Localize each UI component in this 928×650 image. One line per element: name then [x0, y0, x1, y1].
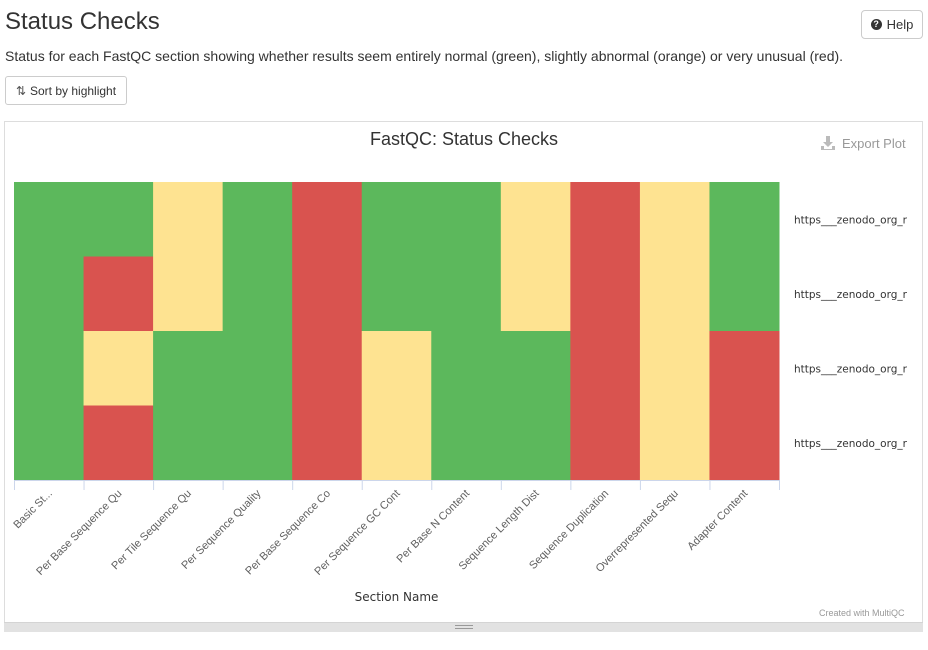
y-tick-label: https___zenodo_org_r	[794, 289, 908, 301]
heatmap-cell[interactable]	[83, 405, 154, 481]
heatmap-cell[interactable]	[83, 182, 154, 257]
heatmap-cell[interactable]	[709, 256, 780, 332]
heatmap-cell[interactable]	[292, 182, 363, 257]
heatmap-cell[interactable]	[83, 256, 154, 332]
chart-title: FastQC: Status Checks	[369, 129, 559, 149]
x-tick-label: Basic St...	[11, 488, 55, 532]
heatmap-cell[interactable]	[639, 331, 710, 406]
x-tick-label: Per Tile Sequence Qu	[109, 488, 194, 573]
x-tick-label: Sequence Duplication	[527, 488, 611, 572]
heatmap-cell[interactable]	[570, 182, 641, 257]
y-tick-label: https___zenodo_org_r	[794, 363, 908, 375]
heatmap-cell[interactable]	[14, 256, 85, 332]
heatmap-cell[interactable]	[292, 331, 363, 406]
heatmap-cell[interactable]	[222, 405, 293, 481]
x-tick-label: Adapter Content	[685, 488, 750, 553]
page-title: Status Checks	[5, 8, 160, 35]
heatmap-cell[interactable]	[14, 331, 85, 406]
heatmap-cell[interactable]	[153, 331, 224, 406]
export-plot-button[interactable]: Export Plot	[820, 135, 906, 151]
heatmap-cell[interactable]	[222, 182, 293, 257]
x-tick-label: Sequence Length Dist	[457, 488, 542, 573]
heatmap-cell[interactable]	[431, 405, 502, 481]
help-button-label: Help	[886, 17, 914, 32]
created-with-credit: Created with MultiQC	[819, 608, 905, 618]
y-tick-label: https___zenodo_org_r	[794, 438, 908, 450]
heatmap-cell[interactable]	[709, 331, 780, 406]
heatmap-cell[interactable]	[153, 182, 224, 257]
heatmap-cell[interactable]	[431, 182, 502, 257]
y-tick-label: https___zenodo_org_r	[794, 214, 908, 226]
download-icon	[821, 136, 835, 150]
heatmap-cell[interactable]	[222, 331, 293, 406]
sort-amount-icon: ⇅	[15, 83, 26, 98]
heatmap-cell[interactable]	[361, 182, 432, 257]
heatmap-cell[interactable]	[709, 405, 780, 481]
heatmap-cell[interactable]	[153, 256, 224, 332]
heatmap-cell[interactable]	[292, 405, 363, 481]
help-button[interactable]: ? Help	[861, 10, 923, 39]
grip-lines-icon	[455, 625, 473, 629]
heatmap-cell[interactable]	[570, 256, 641, 332]
heatmap-cell[interactable]	[431, 256, 502, 332]
heatmap-cell[interactable]	[709, 182, 780, 257]
heatmap-cell[interactable]	[222, 256, 293, 332]
heatmap-cell[interactable]	[361, 331, 432, 406]
heatmap-cell[interactable]	[292, 256, 363, 332]
heatmap-cell[interactable]	[431, 331, 502, 406]
heatmap-cell[interactable]	[153, 405, 224, 481]
section-description: Status for each FastQC section showing w…	[5, 48, 844, 64]
x-axis-title: Section Name	[355, 590, 439, 604]
x-tick-label: Overrepresented Sequ	[594, 488, 681, 575]
heatmap-cell[interactable]	[83, 331, 154, 406]
heatmap-cell[interactable]	[500, 256, 571, 332]
heatmap-cell[interactable]	[570, 405, 641, 481]
sort-by-highlight-button[interactable]: ⇅ Sort by highlight	[5, 76, 127, 105]
plot-resize-handle[interactable]	[4, 622, 923, 632]
export-plot-label: Export Plot	[842, 135, 906, 151]
question-circle-icon: ?	[870, 19, 882, 30]
x-tick-label: Per Base N Content	[394, 488, 472, 566]
heatmap-cell[interactable]	[639, 405, 710, 481]
x-tick-label: Per Sequence Quality	[179, 487, 264, 572]
heatmap-cell[interactable]	[500, 405, 571, 481]
heatmap-cell[interactable]	[570, 331, 641, 406]
heatmap-cell[interactable]	[361, 256, 432, 332]
heatmap-cell[interactable]	[14, 182, 85, 257]
heatmap-cell[interactable]	[14, 405, 85, 481]
heatmap-cell[interactable]	[500, 331, 571, 406]
heatmap-cell[interactable]	[361, 405, 432, 481]
heatmap-cell[interactable]	[639, 182, 710, 257]
heatmap-cell[interactable]	[500, 182, 571, 257]
heatmap-cell[interactable]	[639, 256, 710, 332]
sort-button-label: Sort by highlight	[30, 83, 117, 98]
